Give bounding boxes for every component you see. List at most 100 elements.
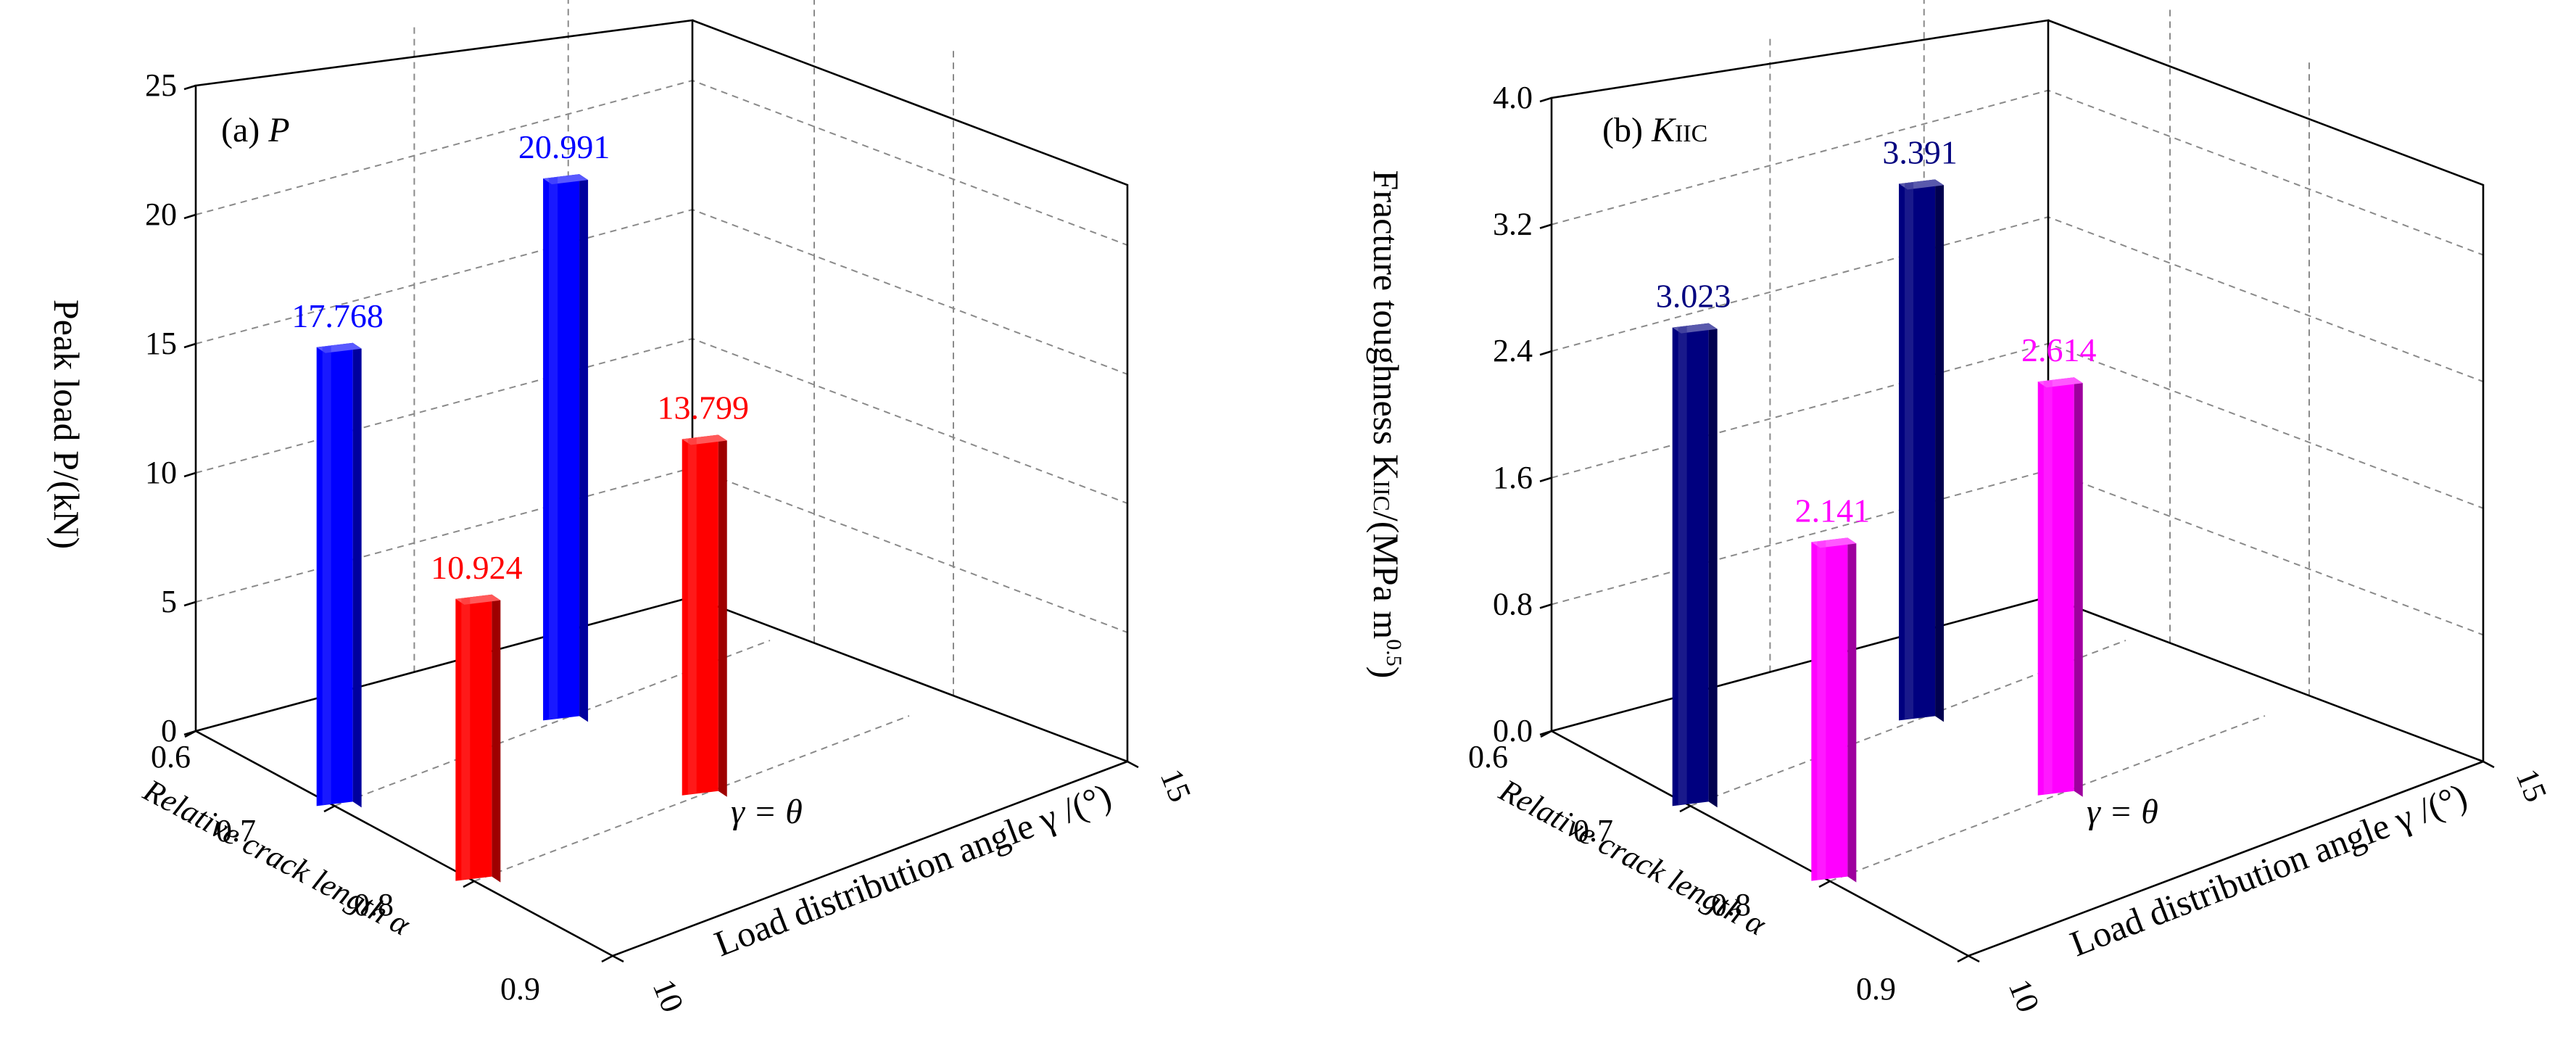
panel-b-y-tick-0: 0.0 [1493,713,1533,748]
panel-b-title-label: (b) [1602,111,1643,149]
panel-a-y-tick-mark-1 [183,601,196,607]
panel-a-title: (a) P [221,111,290,149]
panel-a-bar-shine-1-1 [687,437,697,795]
panel-b-y-tick-mark-4 [1539,223,1552,229]
panel-a-y-tick-mark-4 [183,213,196,220]
panel-a-bars: 17.768 20.991 10.924 13.799 [291,128,749,883]
panel-b-y-tick-mark-5 [1539,96,1552,103]
panel-a-y-ticks: 0 5 10 15 20 25 [145,67,196,748]
panel-a-x-tick-3: 0.9 [500,971,540,1007]
panel-b-x-axis-label: Relative crack length α [1493,772,1772,943]
panel-a-bar-0-1 [543,174,589,722]
panel-b-bar-1-0 [1811,537,1857,883]
panel-a-x-tick-0: 0.6 [151,739,191,775]
panel-b-bar-0-1 [1899,179,1945,722]
panel-b-bars: 3.023 3.391 2.141 2.614 [1656,133,2097,883]
panel-b-y-tick-4: 3.2 [1493,207,1533,242]
panel-b-x-tick-2: 0.8 [1711,887,1751,923]
panel-b-x-tick-0: 0.6 [1468,739,1508,775]
panel-a-y-axis-label: Peak load P/(kN) [46,300,87,549]
panel-b-y-tick-mark-3 [1539,350,1552,356]
panel-a-bar-front-0-1 [543,174,580,721]
panel-b-y-axis-label-end: ) [1366,666,1407,679]
panel-b-y-axis-label-main: Fracture toughness K [1366,170,1407,481]
panel-b-y-tick-mark-2 [1539,476,1552,483]
panel-b-annotation: γ = θ [2087,793,2158,831]
panel-a-bar-front-0-0 [316,342,353,806]
panel-a-y-tick-mark-3 [183,342,196,349]
panel-b-title-subscript: IIC [1675,120,1707,147]
panel-a-bar-1-1 [682,434,727,797]
panel-b-bar-shine-0-0 [1678,326,1687,806]
panel-a-y-tick-0: 0 [161,713,177,748]
panel-a-bar-0-0 [316,342,362,808]
panel-a-data-label-0-0: 17.768 [291,297,384,334]
panel-a-y-tick-2: 10 [145,455,177,490]
panel-a-y-tick-1: 5 [161,584,177,619]
panel-b-bar-0-0 [1672,323,1718,808]
panel-a-bar-side-1-0 [492,594,501,883]
panel-a-bar-side-0-1 [579,174,589,722]
panel-b-bar-front-1-0 [1811,537,1848,881]
panel-b-bar-side-1-0 [1847,537,1857,883]
panel-a-data-label-0-1: 20.991 [518,128,610,165]
panel-b-data-label-0-0: 3.023 [1656,278,1731,315]
panel-a-y-tick-mark-5 [183,84,196,91]
panel-b-x-tick-1: 0.7 [1573,813,1613,849]
panel-b-y-axis-label-sub: IIC [1369,480,1395,511]
panel-b-bar-front-0-1 [1899,179,1936,721]
panel-a-x-tick-1: 0.7 [216,813,256,849]
panel-a-z-tick-0: 10 [646,974,691,1017]
panel-b-y-axis-label-sup: 0.5 [1382,639,1406,666]
panel-b-x-ticks: 0.6 0.7 0.8 0.9 [1468,730,1969,1007]
panel-b-z-tick-1: 15 [2509,764,2554,806]
panel-b-data-label-0-1: 3.391 [1882,133,1958,170]
panel-b-title-symbol: K [1651,111,1677,149]
panel-a-x-ticks: 0.6 0.7 0.8 0.9 [151,730,613,1007]
panel-b-y-ticks: 0.0 0.8 1.6 2.4 3.2 4.0 [1493,80,1552,748]
panel-b-gridline-4 [1551,89,2484,256]
panel-a-annotation: γ = θ [731,793,803,831]
panel-a-data-label-1-1: 13.799 [657,389,749,426]
panel-a-bar-shine-1-0 [461,597,471,880]
panel-b-y-tick-mark-1 [1539,603,1552,609]
panel-b-bar-side-0-1 [1935,179,1945,722]
panel-b-bar-shine-1-0 [1817,540,1826,880]
panel-a-x-axis-label: Relative crack length α [137,772,416,943]
panel-a-bar-shine-0-1 [549,177,558,720]
panel-a-x-tick-2: 0.8 [354,887,394,923]
panel-a-floor-grid-1 [473,715,910,882]
panel-a-title-label: (a) [221,111,260,149]
panel-a-bar-front-1-1 [682,434,718,796]
panel-b-data-label-1-0: 2.141 [1795,492,1871,529]
panel-b-y-axis-label-tail: /(MPa m [1366,511,1407,640]
panel-b-bar-front-1-1 [2037,377,2074,796]
panel-b-bar-side-0-0 [1708,323,1718,808]
panel-b-y-tick-5: 4.0 [1493,80,1533,115]
panel-b-y-tick-3: 2.4 [1493,333,1533,368]
panel-a-gridline-4 [195,79,1128,246]
panel-a-bar-side-0-0 [352,342,362,808]
panel-b-title: (b) KIIC [1602,111,1707,149]
panel-a-z-tick-1: 15 [1154,764,1198,806]
panel-a-data-label-1-0: 10.924 [431,549,523,586]
panel-a-y-tick-4: 20 [145,197,177,232]
panel-b-y-tick-2: 1.6 [1493,460,1533,495]
panel-b-data-label-1-1: 2.614 [2021,331,2097,368]
panel-b: 0.0 0.8 1.6 2.4 3.2 4.0 0.6 0.7 0.8 0.9 10 15… [1366,0,2554,1018]
panel-b-z-tick-0: 10 [2002,974,2047,1017]
panel-b-y-axis-label: Fracture toughness KIIC/(MPa m0.5) [1366,170,1407,679]
panel-b-bar-1-1 [2037,377,2083,797]
panel-a-title-symbol: P [268,111,289,149]
panel-a-bar-front-1-0 [455,594,492,881]
panel-b-bar-shine-1-1 [2043,380,2053,795]
panel-a-bar-1-0 [455,594,501,883]
panel-a-y-tick-5: 25 [145,67,177,103]
panel-b-y-tick-1: 0.8 [1493,586,1533,622]
panel-a-bar-side-1-1 [718,434,727,797]
panel-a: 0 5 10 15 20 25 0.6 0.7 0.8 0.9 10 15 17.768 2… [46,0,1198,1018]
panel-b-bar-side-1-1 [2074,377,2083,797]
panel-b-bar-shine-0-1 [1905,182,1914,720]
panel-a-y-tick-mark-2 [183,471,196,478]
